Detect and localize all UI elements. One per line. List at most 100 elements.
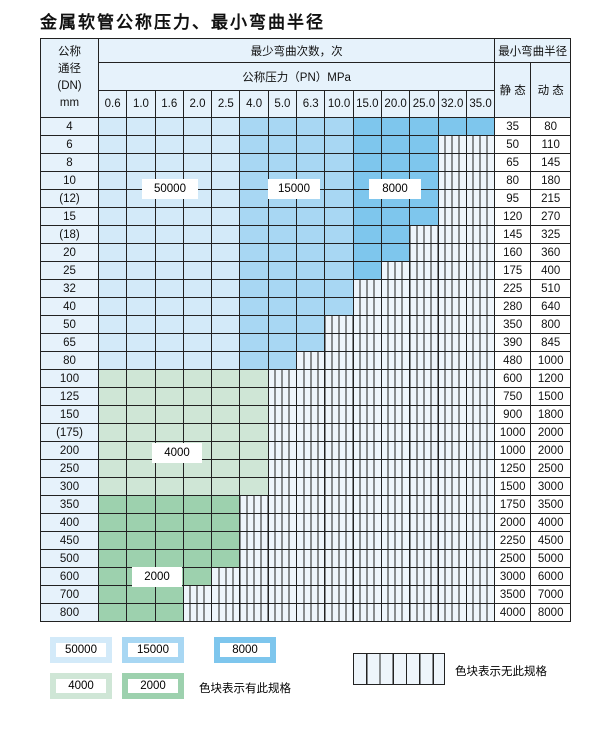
table-row: 150 900 1800 [40, 405, 572, 424]
cycles-cell-unavailable [409, 495, 439, 514]
cycles-cell-unavailable [324, 387, 354, 406]
cycles-cell-unavailable [296, 477, 326, 496]
cycles-cell-50000 [97, 171, 128, 190]
static-radius-cell: 3000 [494, 567, 532, 586]
cycles-cell-4000 [97, 423, 128, 442]
cycles-cell-unavailable [409, 315, 439, 334]
cycles-cell-50000 [211, 117, 241, 136]
cycles-cell-unavailable [380, 459, 411, 478]
cycles-cell-unavailable [324, 459, 354, 478]
cycles-cell-unavailable [437, 531, 467, 550]
cycles-cell-unavailable [380, 585, 411, 604]
table-row: 800 4000 8000 [40, 603, 572, 622]
pressure-column-header: 2.5 [211, 90, 241, 118]
cycles-cell-unavailable [465, 351, 496, 370]
cycles-cell-unavailable [267, 405, 298, 424]
cycles-cell-4000 [182, 423, 213, 442]
cycles-cell-15000 [267, 333, 298, 352]
table-row: 40 280 640 [40, 297, 572, 316]
cycles-cell-15000 [239, 351, 269, 370]
cycles-cell-50000 [97, 189, 128, 208]
cycles-cell-unavailable [324, 351, 354, 370]
cycles-cell-4000 [211, 459, 241, 478]
static-radius-cell: 900 [494, 405, 532, 424]
cycles-cell-2000 [211, 495, 241, 514]
cycles-cell-unavailable [352, 387, 382, 406]
cycles-cell-50000 [97, 279, 128, 298]
table-row: 200 1000 2000 [40, 441, 572, 460]
cycles-cell-unavailable [182, 603, 213, 622]
pressure-column-header: 2.0 [182, 90, 213, 118]
table-row: 350 1750 3500 [40, 495, 572, 514]
cycles-cell-unavailable [352, 567, 382, 586]
cycles-cell-unavailable [324, 531, 354, 550]
dn-cell: 6 [40, 135, 99, 154]
dn-cell: 200 [40, 441, 99, 460]
table-row: 50 350 800 [40, 315, 572, 334]
cycles-cell-4000 [182, 477, 213, 496]
cycles-cell-unavailable [437, 333, 467, 352]
cycles-cell-unavailable [324, 477, 354, 496]
cycles-cell-4000 [182, 369, 213, 388]
dynamic-radius-cell: 2000 [530, 441, 572, 460]
cycles-cell-15000 [239, 333, 269, 352]
region-label-8000: 8000 [369, 179, 421, 199]
cycles-cell-2000 [97, 585, 128, 604]
cycles-cell-8000 [352, 135, 382, 154]
cycles-cell-50000 [154, 297, 184, 316]
cycles-cell-4000 [211, 423, 241, 442]
cycles-cell-unavailable [267, 549, 298, 568]
cycles-cell-50000 [182, 207, 213, 226]
cycles-cell-unavailable [437, 135, 467, 154]
cycles-cell-15000 [239, 279, 269, 298]
cycles-cell-4000 [211, 441, 241, 460]
cycles-cell-unavailable [437, 441, 467, 460]
dynamic-radius-cell: 2500 [530, 459, 572, 478]
cycles-cell-8000 [352, 117, 382, 136]
dn-cell: 300 [40, 477, 99, 496]
dynamic-radius-cell: 1800 [530, 405, 572, 424]
cycles-cell-15000 [239, 297, 269, 316]
cycles-cell-unavailable [409, 585, 439, 604]
cycles-cell-50000 [154, 243, 184, 262]
cycles-cell-15000 [296, 297, 326, 316]
cycles-cell-unavailable [437, 207, 467, 226]
cycles-cell-4000 [154, 477, 184, 496]
cycles-cell-50000 [211, 297, 241, 316]
cycles-cell-unavailable [324, 549, 354, 568]
cycles-cell-unavailable [324, 315, 354, 334]
dynamic-radius-cell: 7000 [530, 585, 572, 604]
cycles-cell-unavailable [465, 459, 496, 478]
cycles-cell-15000 [267, 207, 298, 226]
cycles-cell-unavailable [437, 423, 467, 442]
table-row: 4 35 80 [40, 117, 572, 136]
dynamic-radius-cell: 3500 [530, 495, 572, 514]
cycles-cell-unavailable [380, 531, 411, 550]
cycles-cell-unavailable [352, 405, 382, 424]
cycles-cell-15000 [296, 333, 326, 352]
cycles-cell-8000 [409, 135, 439, 154]
dn-header-line: 公称 [58, 46, 81, 58]
cycles-cell-4000 [126, 459, 156, 478]
cycles-cell-15000 [296, 117, 326, 136]
cycles-cell-15000 [239, 261, 269, 280]
table-row: 32 225 510 [40, 279, 572, 298]
cycles-cell-15000 [296, 279, 326, 298]
cycles-cell-unavailable [409, 423, 439, 442]
cycles-cell-unavailable [465, 171, 496, 190]
cycles-cell-4000 [97, 459, 128, 478]
cycles-cell-unavailable [437, 459, 467, 478]
cycles-cell-unavailable [380, 567, 411, 586]
dn-cell: 800 [40, 603, 99, 622]
cycles-cell-50000 [182, 243, 213, 262]
pressure-radius-table: 公称 通径 (DN) mm 最少弯曲次数，次 最小弯曲半径 公称压力（PN）MP… [40, 38, 572, 622]
dn-cell: 10 [40, 171, 99, 190]
cycles-cell-50000 [97, 243, 128, 262]
cycles-cell-15000 [239, 207, 269, 226]
cycles-cell-unavailable [296, 585, 326, 604]
cycles-cell-unavailable [380, 603, 411, 622]
cycles-cell-8000 [352, 261, 382, 280]
cycles-cell-unavailable [239, 603, 269, 622]
dynamic-radius-cell: 4500 [530, 531, 572, 550]
cycles-cell-unavailable [352, 369, 382, 388]
